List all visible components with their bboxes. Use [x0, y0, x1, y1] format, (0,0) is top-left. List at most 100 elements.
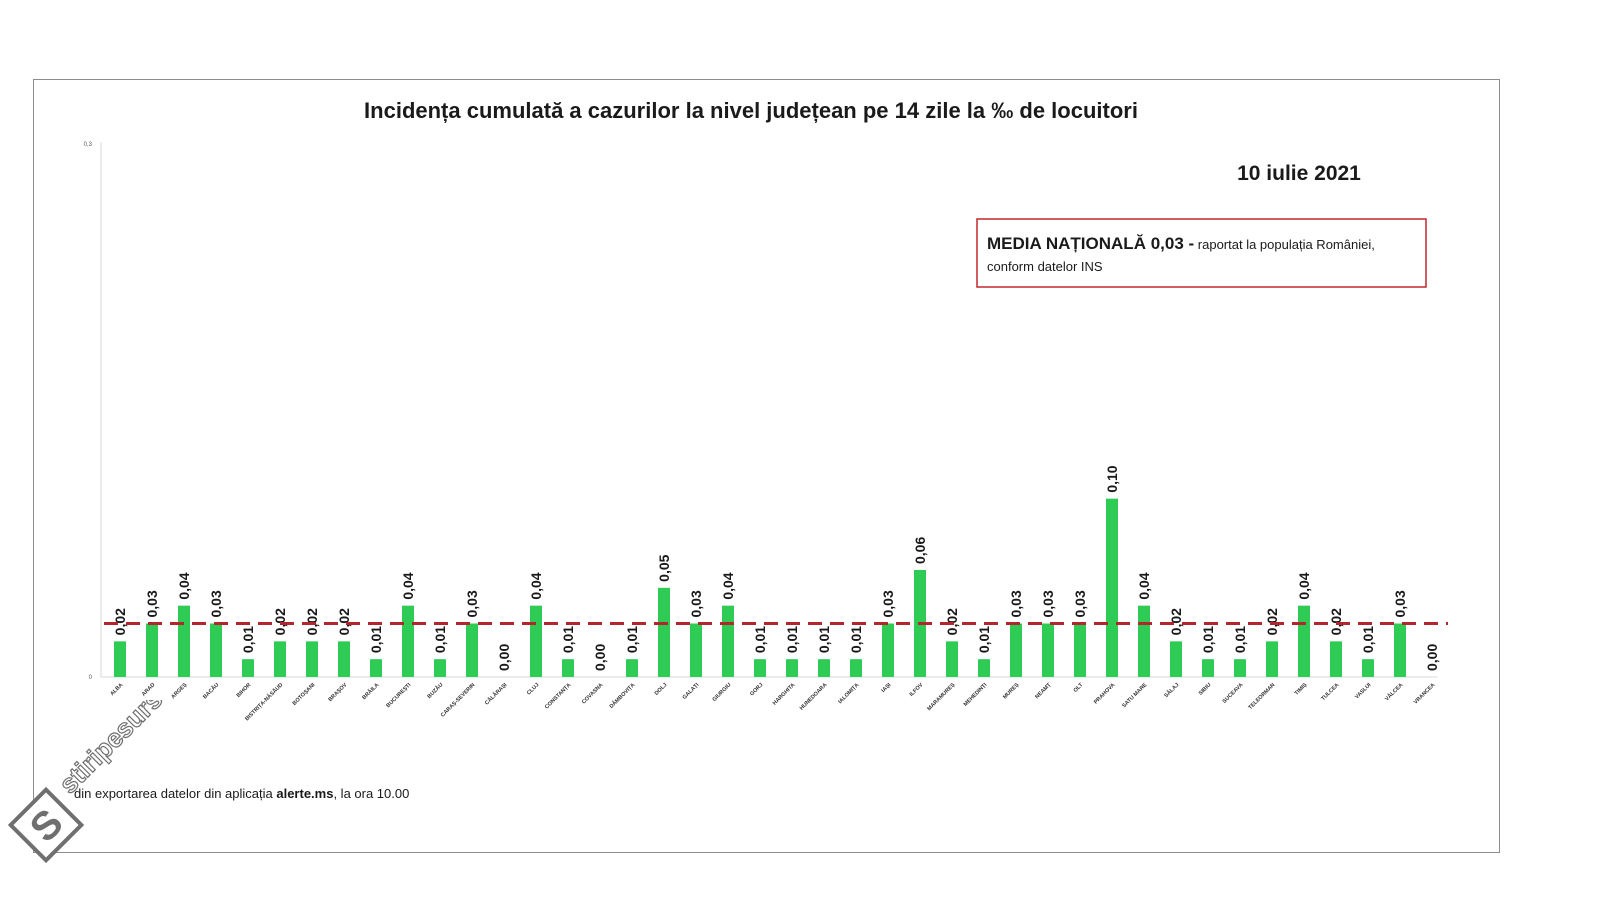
category-label: HUNEDOARA [799, 682, 829, 712]
category-label: BUZĂU [426, 681, 445, 700]
national-average-line-1: MEDIA NAȚIONALĂ 0,03 - raportat la popul… [987, 234, 1375, 253]
category-label: HARGHITA [772, 682, 796, 706]
bar [562, 659, 574, 677]
category-label: BIHOR [236, 682, 253, 699]
category-label: MUREȘ [1002, 682, 1021, 701]
bar-value-label: 0,03 [1040, 590, 1056, 617]
bar [338, 641, 350, 677]
category-label: VASLUI [1354, 682, 1373, 701]
bar-value-label: 0,01 [624, 626, 640, 653]
category-label: TELEORMAN [1248, 682, 1277, 711]
category-label: BUCUREȘTI [385, 682, 412, 709]
bar-value-label: 0,02 [304, 608, 320, 635]
category-label: SUCEAVA [1222, 682, 1245, 705]
footnote-suffix: , la ora 10.00 [333, 786, 409, 801]
y-tick-zero: 0 [89, 675, 93, 681]
bar [1074, 623, 1086, 677]
bar-value-label: 0,01 [752, 626, 768, 653]
category-label: ARAD [141, 682, 156, 697]
bar-value-label: 0,01 [816, 626, 832, 653]
bar [1170, 641, 1182, 677]
category-label: ILFOV [909, 682, 925, 698]
category-label: DOLJ [654, 682, 669, 697]
bar [786, 659, 798, 677]
footnote: din exportarea datelor din aplicația ale… [74, 786, 409, 801]
bar [658, 587, 670, 677]
category-label: TIMIȘ [1294, 682, 1309, 697]
bar-value-label: 0,01 [848, 626, 864, 653]
bar [1266, 641, 1278, 677]
category-label: BOTOȘANI [292, 682, 317, 707]
category-label: BACĂU [201, 681, 220, 700]
footnote-source: alerte.ms [276, 786, 333, 801]
bar [530, 605, 542, 677]
bar-value-label: 0,01 [1360, 626, 1376, 653]
chart-frame: Incidența cumulată a cazurilor la nivel … [33, 79, 1500, 853]
bar-value-label: 0,00 [496, 644, 512, 671]
bar [1138, 605, 1150, 677]
bar [1010, 623, 1022, 677]
bar [210, 623, 222, 677]
bar-value-label: 0,06 [912, 537, 928, 564]
bar [978, 659, 990, 677]
bar-value-label: 0,01 [1232, 626, 1248, 653]
national-average-text: raportat la populația României, [1194, 237, 1375, 252]
bar-value-label: 0,04 [1136, 572, 1152, 599]
category-label: CONSTANȚA [544, 682, 572, 710]
national-average-line-2: conform datelor INS [987, 259, 1103, 274]
bar-value-label: 0,02 [336, 608, 352, 635]
category-label: DÂMBOVIȚA [608, 681, 637, 710]
bar [306, 641, 318, 677]
bar-value-label: 0,01 [784, 626, 800, 653]
watermark-logo-square [8, 786, 85, 864]
category-label: ALBA [109, 682, 124, 697]
bar-value-label: 0,01 [1200, 626, 1216, 653]
category-label: SIBIU [1198, 682, 1213, 697]
bar [466, 623, 478, 677]
category-label: CLUJ [526, 682, 540, 696]
category-label: GALAȚI [682, 682, 701, 701]
bar-value-label: 0,10 [1104, 465, 1120, 492]
bar-value-label: 0,02 [272, 608, 288, 635]
bar [754, 659, 766, 677]
bar-value-label: 0,02 [944, 608, 960, 635]
bar-value-label: 0,04 [1296, 572, 1312, 599]
category-label: TULCEA [1320, 682, 1340, 702]
category-label: COVASNA [581, 682, 604, 705]
national-average-box-border [976, 218, 1427, 288]
bar-chart: Incidența cumulată a cazurilor la nivel … [74, 98, 1448, 801]
category-label: VÂLCEA [1383, 681, 1404, 702]
bar-value-label: 0,03 [1008, 590, 1024, 617]
category-label: IAȘI [881, 682, 893, 694]
bar [242, 659, 254, 677]
category-label: BRĂILA [361, 681, 381, 701]
bar [114, 641, 126, 677]
bar [1106, 498, 1118, 677]
category-label: OLT [1073, 682, 1085, 694]
value-labels-group: 0,02 0,03 0,04 0,03 0,01 0,02 0,02 0,02 0,01 0,04… [112, 465, 1440, 671]
bar [722, 605, 734, 677]
bar-value-label: 0,04 [528, 572, 544, 599]
bar-value-label: 0,01 [240, 626, 256, 653]
bar-value-label: 0,04 [400, 572, 416, 599]
bar-value-label: 0,03 [1392, 590, 1408, 617]
chart-date: 10 iulie 2021 [1237, 162, 1361, 185]
bar-value-label: 0,02 [1264, 608, 1280, 635]
bar-value-label: 0,01 [368, 626, 384, 653]
bar [1202, 659, 1214, 677]
bar-value-label: 0,01 [976, 626, 992, 653]
bar [402, 605, 414, 677]
category-label: PRAHOVA [1093, 682, 1116, 705]
bar-value-label: 0,05 [656, 554, 672, 581]
category-label: IALOMIȚA [837, 682, 860, 705]
watermark-text: stiripesurse.ro [53, 700, 202, 799]
bar-value-label: 0,02 [1168, 608, 1184, 635]
bar-value-label: 0,03 [144, 590, 160, 617]
bar [626, 659, 638, 677]
bar [1330, 641, 1342, 677]
bar-value-label: 0,00 [592, 644, 608, 671]
site-watermark: S stiripesurse.ro [8, 700, 203, 864]
footnote-prefix: din exportarea datelor din aplicația [74, 786, 276, 801]
category-label: NEAMȚ [1034, 682, 1053, 701]
